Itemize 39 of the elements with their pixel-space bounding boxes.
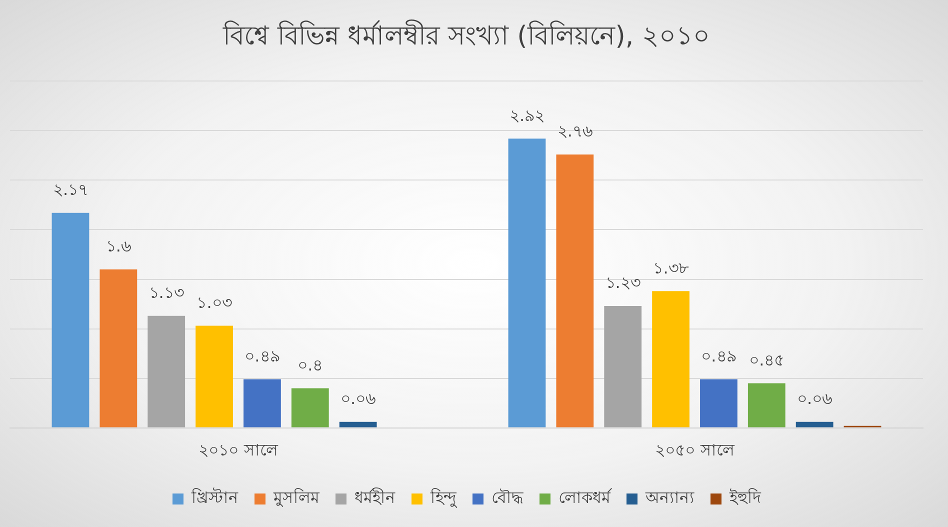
bar (100, 269, 138, 428)
data-label: ০.০৬ (340, 389, 376, 408)
legend-label: ইহুদি (728, 488, 762, 508)
data-label: ২.৭৬ (557, 122, 592, 141)
bar (508, 138, 546, 428)
legend-label: খ্রিস্টান (190, 488, 238, 508)
x-tick-label: ২০১০ সালে (198, 440, 279, 460)
bar (339, 422, 377, 428)
data-label: ২.১৭ (52, 180, 88, 200)
data-label: ১.৬ (106, 236, 131, 256)
bar (652, 291, 690, 428)
data-label: ১.১৩ (148, 283, 184, 302)
legend-label: লোকধর্ম (558, 488, 612, 508)
bar (556, 154, 594, 428)
bar (796, 422, 834, 428)
legend-label: মুসলিম (272, 488, 320, 508)
data-label: ০.৪ (298, 355, 323, 374)
data-label: ০.৪৯ (701, 346, 736, 366)
data-label: ০.৪৫ (749, 350, 784, 370)
bar (244, 379, 281, 428)
bar (700, 379, 738, 428)
bar (52, 212, 90, 428)
data-label: ২.৯২ (509, 106, 545, 125)
bar (196, 326, 233, 428)
data-label: ১.০৩ (196, 292, 232, 312)
legend-label: হিন্দু (430, 488, 458, 508)
bar (148, 316, 186, 428)
bar (291, 388, 329, 428)
chart-title: বিশ্বে বিভিন্ন ধর্মালম্বীর সংখ্যা (বিলিয়নে), ২০১০ (222, 19, 710, 52)
data-label: ০.৪৯ (244, 346, 280, 366)
data-label: ১.২৩ (605, 273, 640, 292)
data-label: ০.০৬ (797, 389, 832, 408)
legend-label: অন্যান্য (644, 488, 694, 508)
x-tick-label: ২০৫০ সালে (655, 440, 736, 460)
data-label: ১.৩৮ (653, 258, 690, 278)
bar (748, 383, 786, 428)
bar (604, 306, 642, 428)
legend-label: বৌদ্ধ (492, 488, 524, 508)
legend-label: ধর্মহীন (354, 488, 396, 508)
